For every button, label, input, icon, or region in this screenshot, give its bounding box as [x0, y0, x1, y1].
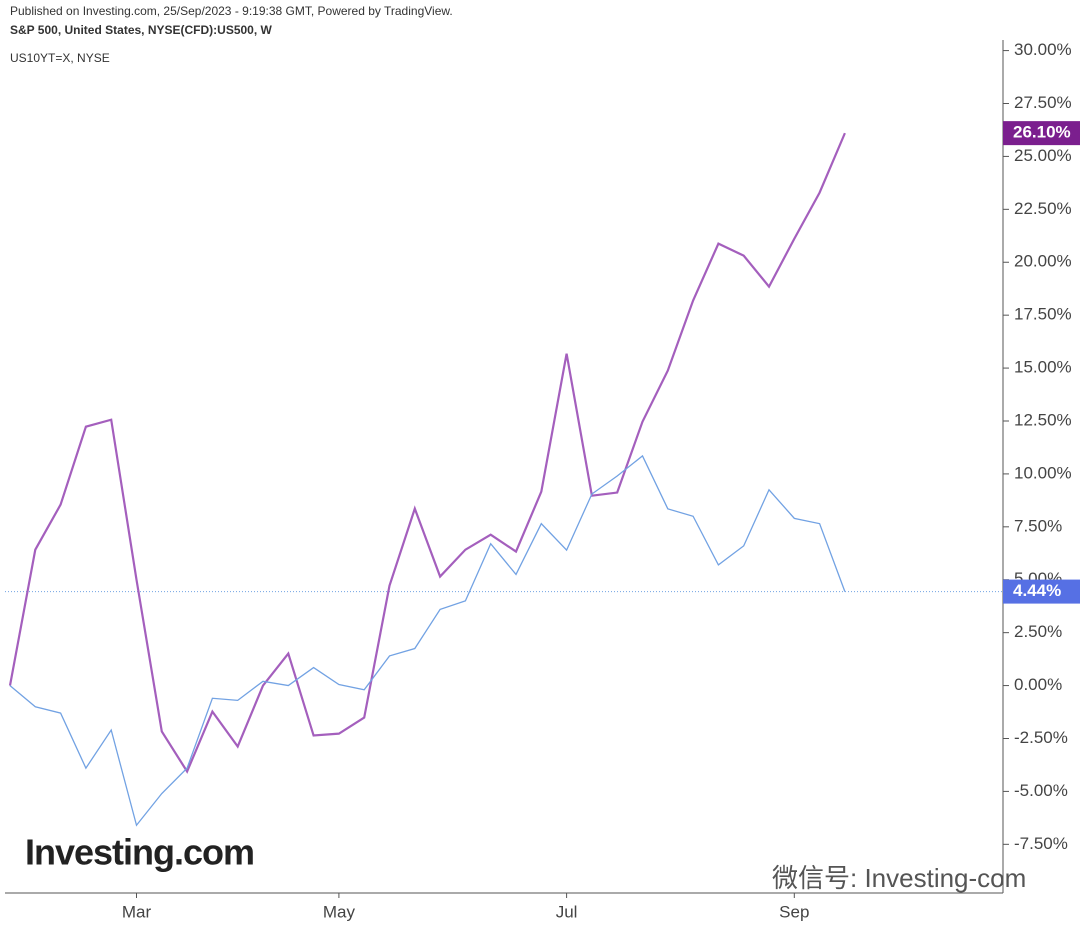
last-value-label: 4.44%: [1013, 581, 1061, 600]
y-tick-label: 22.50%: [1014, 199, 1072, 218]
x-tick-label: Mar: [122, 902, 152, 921]
y-tick-label: -7.50%: [1014, 834, 1068, 853]
y-tick-label: 25.00%: [1014, 146, 1072, 165]
last-value-tag: [1003, 579, 1080, 604]
x-tick-label: Sep: [779, 902, 809, 921]
chart-title: Published on Investing.com, 25/Sep/2023 …: [10, 4, 453, 18]
series-line: [8, 132, 846, 774]
y-tick-label: 2.50%: [1014, 622, 1062, 641]
watermark: Investing.com: [25, 832, 254, 873]
y-tick-label: 15.00%: [1014, 358, 1072, 377]
x-tick-label: Jul: [556, 902, 578, 921]
y-tick-label: 20.00%: [1014, 252, 1072, 271]
y-tick-label: 7.50%: [1014, 516, 1062, 535]
legend-entry: S&P 500, United States, NYSE(CFD):US500,…: [10, 23, 273, 37]
last-value-tag: [1003, 121, 1080, 146]
y-tick-label: 30.00%: [1014, 40, 1072, 59]
y-tick-label: 12.50%: [1014, 410, 1072, 429]
legend-entry: US10YT=X, NYSE: [10, 51, 110, 65]
y-tick-label: 10.00%: [1014, 463, 1072, 482]
last-value-label: 26.10%: [1013, 123, 1071, 142]
x-tick-label: May: [323, 902, 356, 921]
series-line: [9, 454, 846, 827]
y-tick-label: -2.50%: [1014, 728, 1068, 747]
y-tick-label: -5.00%: [1014, 781, 1068, 800]
y-tick-label: 27.50%: [1014, 93, 1072, 112]
y-tick-label: 17.50%: [1014, 305, 1072, 324]
y-tick-label: 0.00%: [1014, 675, 1062, 694]
watermark: 微信号: Investing-com: [772, 863, 1026, 893]
